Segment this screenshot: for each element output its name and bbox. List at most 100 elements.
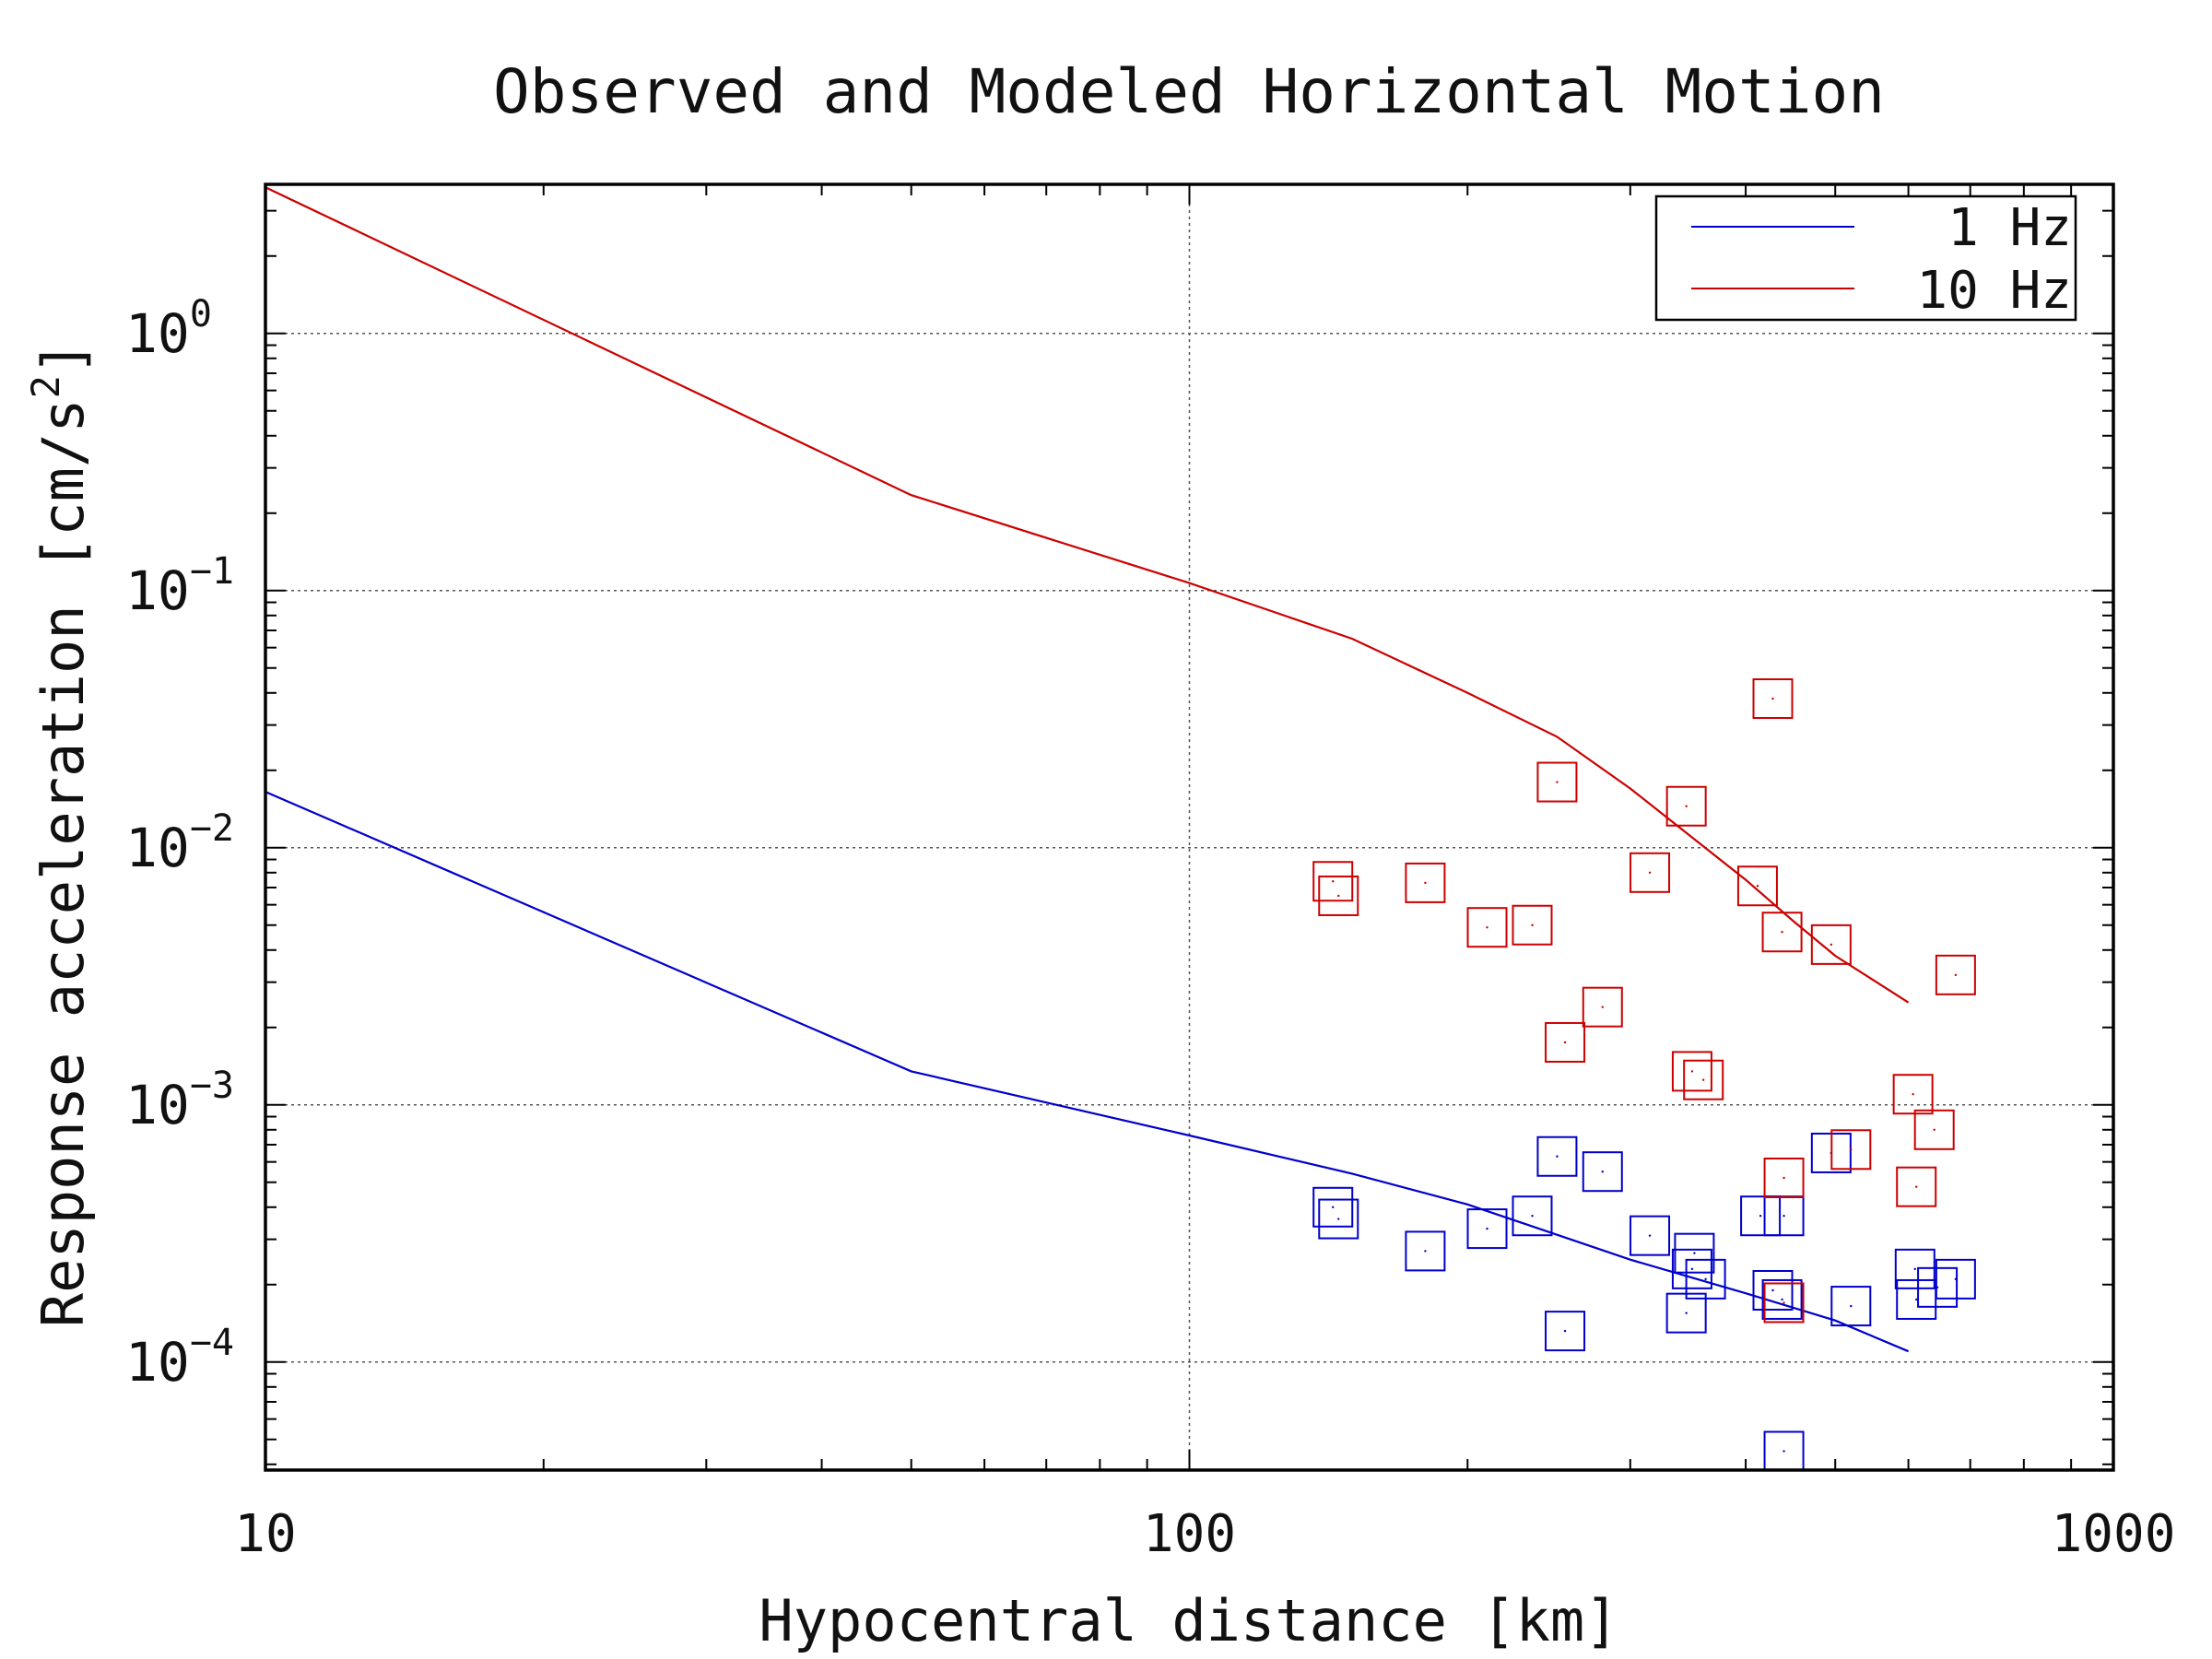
chart-title: Observed and Modeled Horizontal Motion	[493, 56, 1885, 127]
observed-point-center-1hz	[1563, 1329, 1567, 1333]
observed-point-center-10hz	[1685, 805, 1688, 807]
observed-point-center-1hz	[1685, 1312, 1688, 1314]
observed-point-10hz	[1830, 1129, 1872, 1171]
x-axis-label: Hypocentral distance [km]	[759, 1587, 1618, 1654]
y-tick-label-base: 10	[125, 559, 190, 622]
observed-point-center-10hz	[1701, 1078, 1705, 1081]
observed-point-center-1hz	[1913, 1267, 1916, 1271]
observed-point-10hz	[1312, 861, 1354, 902]
observed-point-center-10hz	[1690, 1070, 1694, 1073]
observed-point-center-10hz	[1783, 1176, 1785, 1180]
observed-point-10hz	[1545, 1021, 1586, 1063]
observed-point-1hz	[1752, 1269, 1794, 1311]
observed-point-center-1hz	[1850, 1304, 1853, 1308]
x-tick-label: 10	[234, 1504, 296, 1564]
observed-point-10hz	[1536, 761, 1578, 803]
y-tick-label-base: 10	[125, 302, 190, 365]
observed-point-1hz	[1740, 1195, 1782, 1237]
observed-point-1hz	[1685, 1258, 1726, 1300]
observed-point-10hz	[1761, 912, 1803, 953]
observed-point-center-10hz	[1563, 1041, 1567, 1044]
observed-point-1hz	[1582, 1151, 1623, 1193]
legend-frame	[1654, 194, 2077, 322]
y-tick-label: 10−2	[125, 807, 234, 879]
observed-point-center-10hz	[1912, 1093, 1914, 1096]
observed-point-center-1hz	[1771, 1288, 1774, 1292]
x-tick-label: 100	[1143, 1504, 1236, 1564]
observed-point-center-10hz	[1915, 1185, 1918, 1188]
observed-point-center-1hz	[1915, 1298, 1918, 1301]
tick-layer	[265, 184, 2113, 1470]
observed-point-10hz	[1665, 785, 1707, 827]
observed-point-center-10hz	[1337, 894, 1340, 898]
observed-point-10hz	[1892, 1074, 1934, 1115]
observed-point-center-1hz	[1704, 1277, 1707, 1281]
observed-point-1hz	[1917, 1266, 1959, 1308]
observed-point-10hz	[1582, 986, 1623, 1028]
observed-point-center-10hz	[1648, 871, 1652, 874]
observed-point-10hz	[1752, 678, 1794, 719]
x-tick-label: 1000	[2052, 1504, 2176, 1564]
observed-point-1hz	[1312, 1186, 1354, 1228]
observed-point-1hz	[1630, 1215, 1671, 1256]
observed-point-1hz	[1545, 1311, 1586, 1352]
observed-point-1hz	[1405, 1230, 1446, 1272]
observed-point-10hz	[1630, 852, 1671, 893]
observed-point-center-1hz	[1332, 1206, 1335, 1208]
y-axis-label-superscript: 2	[23, 375, 68, 398]
observed-point-1hz	[1896, 1278, 1937, 1320]
y-tick-label-base: 10	[125, 1074, 190, 1136]
observed-point-center-10hz	[1601, 1006, 1604, 1008]
observed-point-center-10hz	[1486, 925, 1488, 929]
observed-point-center-1hz	[1486, 1227, 1488, 1230]
observed-point-center-1hz	[1781, 1298, 1783, 1301]
observed-point-10hz	[1405, 862, 1446, 903]
observed-point-center-1hz	[1648, 1234, 1652, 1237]
legend-label-10hz: 10 Hz	[1916, 261, 2072, 321]
model-line-1hz	[265, 791, 1910, 1353]
observed-point-center-1hz	[1954, 1277, 1958, 1281]
y-tick-label: 10−1	[125, 550, 234, 622]
observed-point-center-10hz	[1556, 781, 1559, 783]
observed-point-10hz	[1318, 875, 1359, 916]
observed-point-10hz	[1913, 1109, 1955, 1150]
grid-layer	[265, 184, 2113, 1470]
y-axis-label: Response acceleration [cm/s2]	[23, 341, 97, 1327]
observed-point-1hz	[1830, 1286, 1872, 1327]
observed-point-10hz	[1763, 1157, 1805, 1198]
observed-point-center-1hz	[1556, 1155, 1559, 1158]
observed-point-1hz	[1318, 1198, 1359, 1240]
observed-point-10hz	[1935, 954, 1976, 995]
observed-point-center-10hz	[1756, 885, 1759, 888]
y-tick-label-exponent: −2	[190, 807, 234, 850]
observed-point-center-1hz	[1693, 1252, 1696, 1254]
observed-point-center-1hz	[1783, 1215, 1785, 1218]
y-tick-label: 10−4	[125, 1322, 234, 1394]
y-tick-label-exponent: −1	[190, 550, 234, 593]
observed-point-center-10hz	[1830, 943, 1833, 947]
observed-point-1hz	[1512, 1195, 1553, 1237]
observed-point-10hz	[1466, 907, 1508, 948]
observed-point-center-10hz	[1771, 697, 1774, 700]
observed-point-1hz	[1671, 1248, 1712, 1289]
observed-point-10hz	[1671, 1051, 1712, 1092]
y-axis-label-close: ]	[29, 341, 97, 375]
y-tick-label-base: 10	[125, 1331, 190, 1394]
observed-point-center-10hz	[1531, 924, 1534, 926]
observed-point-1hz	[1935, 1258, 1976, 1300]
observed-point-1hz	[1466, 1208, 1508, 1250]
plot-layer	[265, 186, 1976, 1472]
y-tick-label: 100	[125, 293, 212, 365]
observed-point-center-10hz	[1933, 1128, 1936, 1131]
observed-point-center-10hz	[1850, 1148, 1853, 1151]
y-tick-label-exponent: −3	[190, 1065, 234, 1107]
legend: 1 Hz 10 Hz	[1654, 194, 2077, 322]
observed-point-center-10hz	[1781, 931, 1783, 934]
y-axis-label-main: Response acceleration [cm/s	[29, 398, 97, 1327]
observed-point-center-1hz	[1690, 1267, 1694, 1271]
observed-point-10hz	[1896, 1166, 1937, 1207]
observed-point-center-1hz	[1531, 1215, 1534, 1218]
y-tick-label: 10−3	[125, 1065, 234, 1136]
